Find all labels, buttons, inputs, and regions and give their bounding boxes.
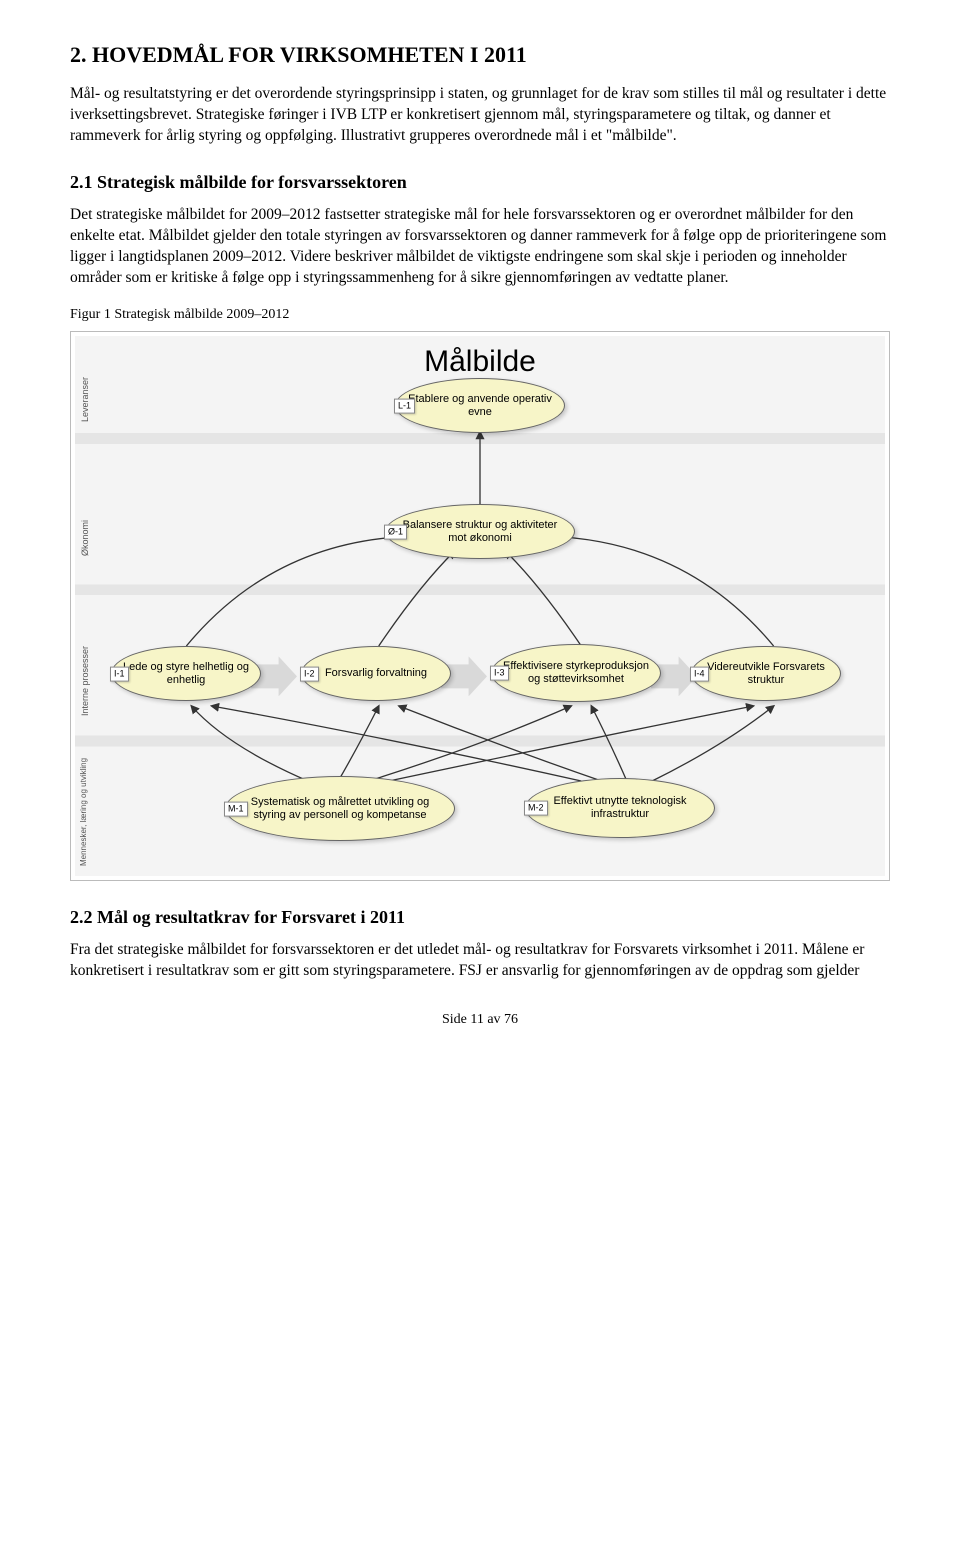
node-label: Forsvarlig forvaltning xyxy=(325,667,427,680)
section-2-2-paragraph: Fra det strategiske målbildet for forsva… xyxy=(70,940,890,982)
node-m1: M-1 Systematisk og målrettet utvikling o… xyxy=(225,776,455,841)
node-i3: I-3 Effektivisere styrkeproduksjon og st… xyxy=(491,644,661,702)
node-tag: I-4 xyxy=(690,666,709,681)
row-label-okonomi: Økonomi xyxy=(79,520,91,556)
page-number: Side 11 av 76 xyxy=(70,1011,890,1030)
node-tag: M-2 xyxy=(524,801,548,816)
node-label: Lede og styre helhetlig og enhetlig xyxy=(122,661,250,687)
node-i2: I-2 Forsvarlig forvaltning xyxy=(301,646,451,701)
heading-main: 2. HOVEDMÅL FOR VIRKSOMHETEN I 2011 xyxy=(70,40,890,70)
node-i1: I-1 Lede og styre helhetlig og enhetlig xyxy=(111,646,261,701)
row-label-leveranser: Leveranser xyxy=(79,377,91,422)
section-2-1-paragraph: Det strategiske målbildet for 2009–2012 … xyxy=(70,205,890,289)
row-label-interne: Interne prosesser xyxy=(79,646,91,716)
node-tag: Ø-1 xyxy=(384,524,407,539)
node-label: Systematisk og målrettet utvikling og st… xyxy=(236,796,444,822)
node-label: Effektivisere styrkeproduksjon og støtte… xyxy=(502,660,650,686)
row-label-mennesker: Mennesker, læring og utvikling xyxy=(79,758,90,866)
node-o1: Ø-1 Balansere struktur og aktiviteter mo… xyxy=(385,504,575,559)
intro-paragraph: Mål- og resultatstyring er det overorden… xyxy=(70,84,890,147)
figure-caption: Figur 1 Strategisk målbilde 2009–2012 xyxy=(70,306,890,325)
node-l1: L-1 Etablere og anvende operativ evne xyxy=(395,378,565,433)
node-tag: I-1 xyxy=(110,666,129,681)
node-label: Balansere struktur og aktiviteter mot øk… xyxy=(396,519,564,545)
heading-2-1: 2.1 Strategisk målbilde for forsvarssekt… xyxy=(70,170,890,194)
node-tag: I-2 xyxy=(300,666,319,681)
heading-2-2: 2.2 Mål og resultatkrav for Forsvaret i … xyxy=(70,905,890,929)
node-label: Effektivt utnytte teknologisk infrastruk… xyxy=(536,795,704,821)
strategy-chart: Målbilde Leveranser Økonomi Interne pros… xyxy=(70,331,890,881)
node-tag: M-1 xyxy=(224,801,248,816)
node-tag: I-3 xyxy=(490,666,509,681)
chart-title: Målbilde xyxy=(424,342,536,383)
node-tag: L-1 xyxy=(394,398,415,413)
node-i4: I-4 Videreutvikle Forsvarets struktur xyxy=(691,646,841,701)
node-m2: M-2 Effektivt utnytte teknologisk infras… xyxy=(525,778,715,838)
node-label: Videreutvikle Forsvarets struktur xyxy=(702,661,830,687)
node-label: Etablere og anvende operativ evne xyxy=(406,393,554,419)
